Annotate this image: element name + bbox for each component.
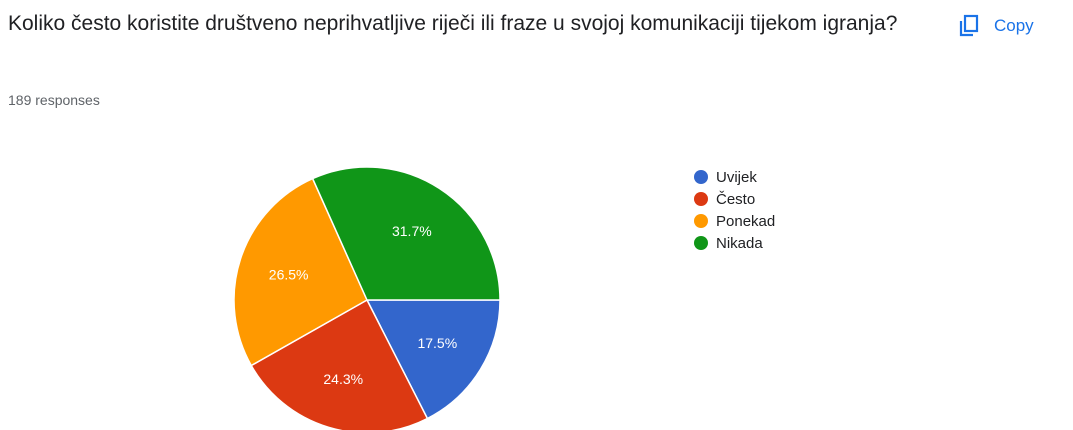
copy-label: Copy bbox=[994, 16, 1034, 35]
copy-icon bbox=[958, 14, 980, 38]
pie-slice-ponekad[interactable] bbox=[233, 177, 368, 367]
legend-item-nikada: Nikada bbox=[694, 232, 775, 254]
legend-swatch bbox=[694, 214, 708, 228]
legend-item-cesto: Često bbox=[694, 188, 775, 210]
legend-label: Uvijek bbox=[716, 168, 757, 186]
legend-swatch bbox=[694, 236, 708, 250]
slice-label-uvijek: 17.5% bbox=[417, 335, 457, 351]
legend-item-ponekad: Ponekad bbox=[694, 210, 775, 232]
legend: Uvijek Često Ponekad Nikada bbox=[694, 166, 775, 254]
legend-swatch bbox=[694, 170, 708, 184]
legend-label: Nikada bbox=[716, 234, 763, 252]
pie-slice-uvijek[interactable] bbox=[365, 299, 501, 420]
pie-slice-nikada[interactable] bbox=[311, 166, 501, 301]
legend-item-uvijek: Uvijek bbox=[694, 166, 775, 188]
slice-label-nikada: 31.7% bbox=[392, 223, 432, 239]
question-title: Koliko često koristite društveno neprihv… bbox=[8, 12, 898, 35]
pie-slice-cesto[interactable] bbox=[250, 298, 429, 430]
legend-label: Ponekad bbox=[716, 212, 776, 230]
legend-swatch bbox=[694, 192, 708, 206]
response-count: 189 responses bbox=[8, 92, 100, 108]
copy-button[interactable]: Copy bbox=[958, 12, 1034, 40]
slice-label-cesto: 24.3% bbox=[323, 371, 363, 387]
legend-label: Često bbox=[716, 190, 756, 208]
slice-label-ponekad: 26.5% bbox=[269, 266, 309, 282]
